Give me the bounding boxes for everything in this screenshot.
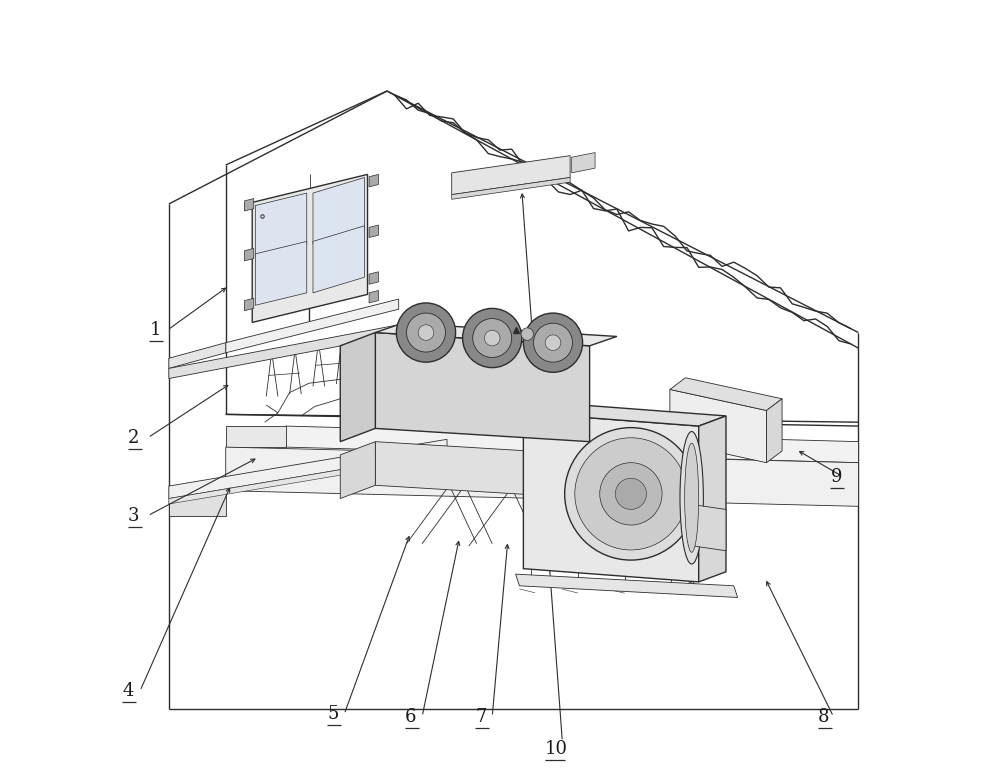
Text: 1: 1: [149, 321, 161, 339]
Polygon shape: [252, 174, 368, 322]
Polygon shape: [255, 242, 307, 305]
Text: 2: 2: [128, 429, 139, 447]
Polygon shape: [375, 323, 617, 346]
Circle shape: [521, 328, 534, 340]
Polygon shape: [313, 178, 364, 245]
Polygon shape: [375, 442, 594, 499]
Polygon shape: [340, 442, 375, 499]
Circle shape: [615, 479, 646, 509]
Text: 3: 3: [128, 507, 139, 525]
Polygon shape: [699, 416, 726, 582]
Circle shape: [396, 303, 456, 362]
Polygon shape: [452, 156, 570, 195]
Polygon shape: [766, 399, 782, 463]
Polygon shape: [244, 249, 254, 261]
Polygon shape: [369, 290, 378, 303]
Polygon shape: [226, 447, 858, 506]
Text: 9: 9: [830, 468, 842, 486]
Polygon shape: [226, 426, 286, 447]
Polygon shape: [169, 325, 399, 378]
Circle shape: [463, 308, 522, 368]
Polygon shape: [375, 332, 590, 442]
Circle shape: [575, 438, 687, 550]
Polygon shape: [244, 199, 254, 211]
Circle shape: [418, 325, 434, 340]
Polygon shape: [340, 332, 375, 442]
Polygon shape: [286, 426, 858, 463]
Polygon shape: [369, 225, 378, 238]
Ellipse shape: [680, 432, 703, 564]
Polygon shape: [572, 152, 595, 173]
Polygon shape: [670, 378, 782, 411]
Circle shape: [545, 335, 561, 350]
Polygon shape: [244, 298, 254, 310]
Polygon shape: [689, 504, 726, 551]
Circle shape: [406, 313, 445, 352]
Circle shape: [565, 428, 697, 560]
Text: 5: 5: [327, 705, 338, 723]
Circle shape: [523, 313, 583, 372]
Polygon shape: [169, 439, 447, 499]
Polygon shape: [169, 491, 226, 515]
Circle shape: [484, 330, 500, 346]
Polygon shape: [523, 403, 726, 426]
Polygon shape: [169, 343, 226, 368]
Polygon shape: [670, 389, 766, 463]
Polygon shape: [452, 178, 570, 199]
Ellipse shape: [685, 443, 699, 552]
Circle shape: [534, 323, 572, 362]
Polygon shape: [369, 272, 378, 284]
Circle shape: [473, 318, 512, 357]
Polygon shape: [369, 174, 378, 187]
Polygon shape: [169, 452, 447, 504]
Circle shape: [600, 463, 662, 525]
Polygon shape: [313, 226, 364, 292]
Text: 10: 10: [545, 741, 568, 759]
Polygon shape: [255, 193, 307, 257]
Text: 8: 8: [818, 708, 829, 726]
Polygon shape: [226, 299, 399, 353]
Polygon shape: [516, 574, 738, 597]
Text: 7: 7: [475, 708, 486, 726]
Text: 4: 4: [122, 682, 133, 700]
Text: 6: 6: [405, 708, 416, 726]
Polygon shape: [523, 413, 699, 582]
